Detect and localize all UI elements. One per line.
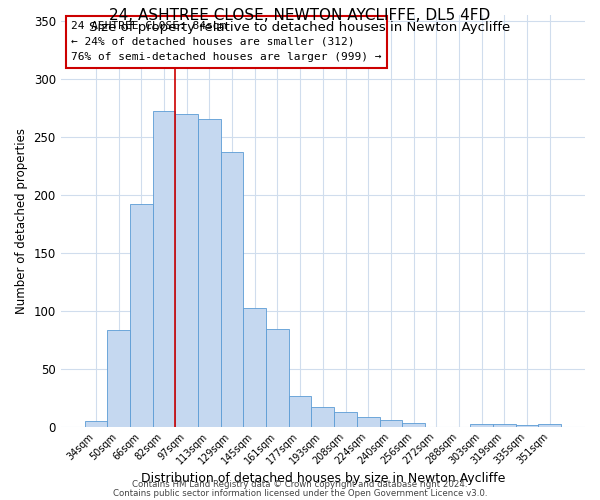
Bar [334, 412, 357, 426]
Text: 24 ASHTREE CLOSE: 84sqm
← 24% of detached houses are smaller (312)
76% of semi-d: 24 ASHTREE CLOSE: 84sqm ← 24% of detache… [71, 21, 382, 62]
Bar [266, 329, 289, 426]
Bar [221, 152, 244, 426]
Text: Contains public sector information licensed under the Open Government Licence v3: Contains public sector information licen… [113, 488, 487, 498]
Bar [470, 424, 493, 426]
Y-axis label: Number of detached properties: Number of detached properties [15, 128, 28, 314]
X-axis label: Distribution of detached houses by size in Newton Aycliffe: Distribution of detached houses by size … [140, 472, 505, 485]
Bar [175, 114, 198, 426]
Bar [357, 418, 380, 426]
Bar [289, 396, 311, 426]
Bar [198, 120, 221, 426]
Bar [152, 111, 175, 426]
Bar [380, 420, 402, 426]
Bar [107, 330, 130, 426]
Bar [493, 424, 516, 426]
Bar [538, 424, 561, 426]
Bar [85, 421, 107, 426]
Text: 24, ASHTREE CLOSE, NEWTON AYCLIFFE, DL5 4FD: 24, ASHTREE CLOSE, NEWTON AYCLIFFE, DL5 … [109, 8, 491, 22]
Bar [311, 407, 334, 426]
Bar [244, 308, 266, 426]
Text: Size of property relative to detached houses in Newton Aycliffe: Size of property relative to detached ho… [89, 21, 511, 34]
Text: Contains HM Land Registry data © Crown copyright and database right 2024.: Contains HM Land Registry data © Crown c… [132, 480, 468, 489]
Bar [130, 204, 152, 426]
Bar [402, 423, 425, 426]
